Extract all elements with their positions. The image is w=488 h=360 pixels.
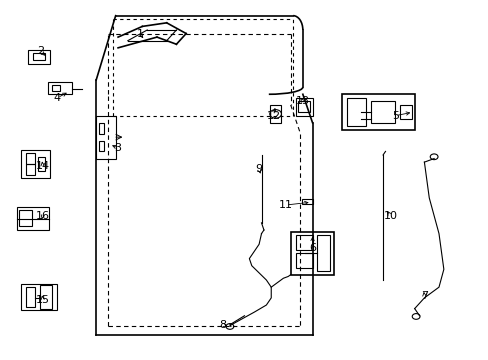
Bar — [21, 150, 50, 178]
Bar — [290, 232, 334, 275]
Bar — [38, 157, 45, 171]
Bar — [270, 105, 281, 123]
Bar — [341, 94, 414, 130]
Text: 13: 13 — [295, 96, 309, 107]
Bar — [47, 82, 72, 94]
Text: 4: 4 — [54, 93, 61, 103]
Text: 16: 16 — [36, 211, 50, 221]
Bar — [295, 253, 312, 267]
Text: 11: 11 — [278, 200, 292, 210]
Bar — [26, 287, 35, 307]
Bar — [33, 53, 45, 60]
Text: 3: 3 — [114, 143, 122, 153]
Text: 15: 15 — [36, 295, 50, 305]
Bar — [20, 210, 31, 226]
Bar — [21, 284, 57, 310]
Bar — [52, 85, 60, 91]
Bar — [346, 98, 366, 126]
Text: 6: 6 — [308, 243, 315, 253]
Text: 2: 2 — [37, 46, 44, 57]
Bar — [40, 285, 52, 309]
Bar — [399, 105, 411, 119]
Bar — [317, 235, 329, 271]
Bar — [99, 141, 104, 152]
Bar — [370, 102, 394, 123]
Bar — [26, 153, 35, 164]
Bar — [28, 50, 50, 64]
Text: 9: 9 — [255, 164, 262, 174]
Bar — [99, 123, 104, 134]
Bar — [295, 98, 312, 116]
Text: 14: 14 — [36, 161, 50, 171]
Text: 8: 8 — [219, 320, 226, 330]
Text: 10: 10 — [383, 211, 397, 221]
Bar — [297, 102, 309, 112]
Bar — [26, 164, 35, 175]
Text: 5: 5 — [391, 111, 398, 121]
Text: 1: 1 — [136, 28, 143, 39]
Bar — [301, 199, 312, 204]
Bar — [96, 116, 116, 158]
Bar — [295, 235, 312, 249]
Text: 7: 7 — [420, 291, 427, 301]
Text: 12: 12 — [266, 111, 280, 121]
Bar — [17, 207, 48, 230]
